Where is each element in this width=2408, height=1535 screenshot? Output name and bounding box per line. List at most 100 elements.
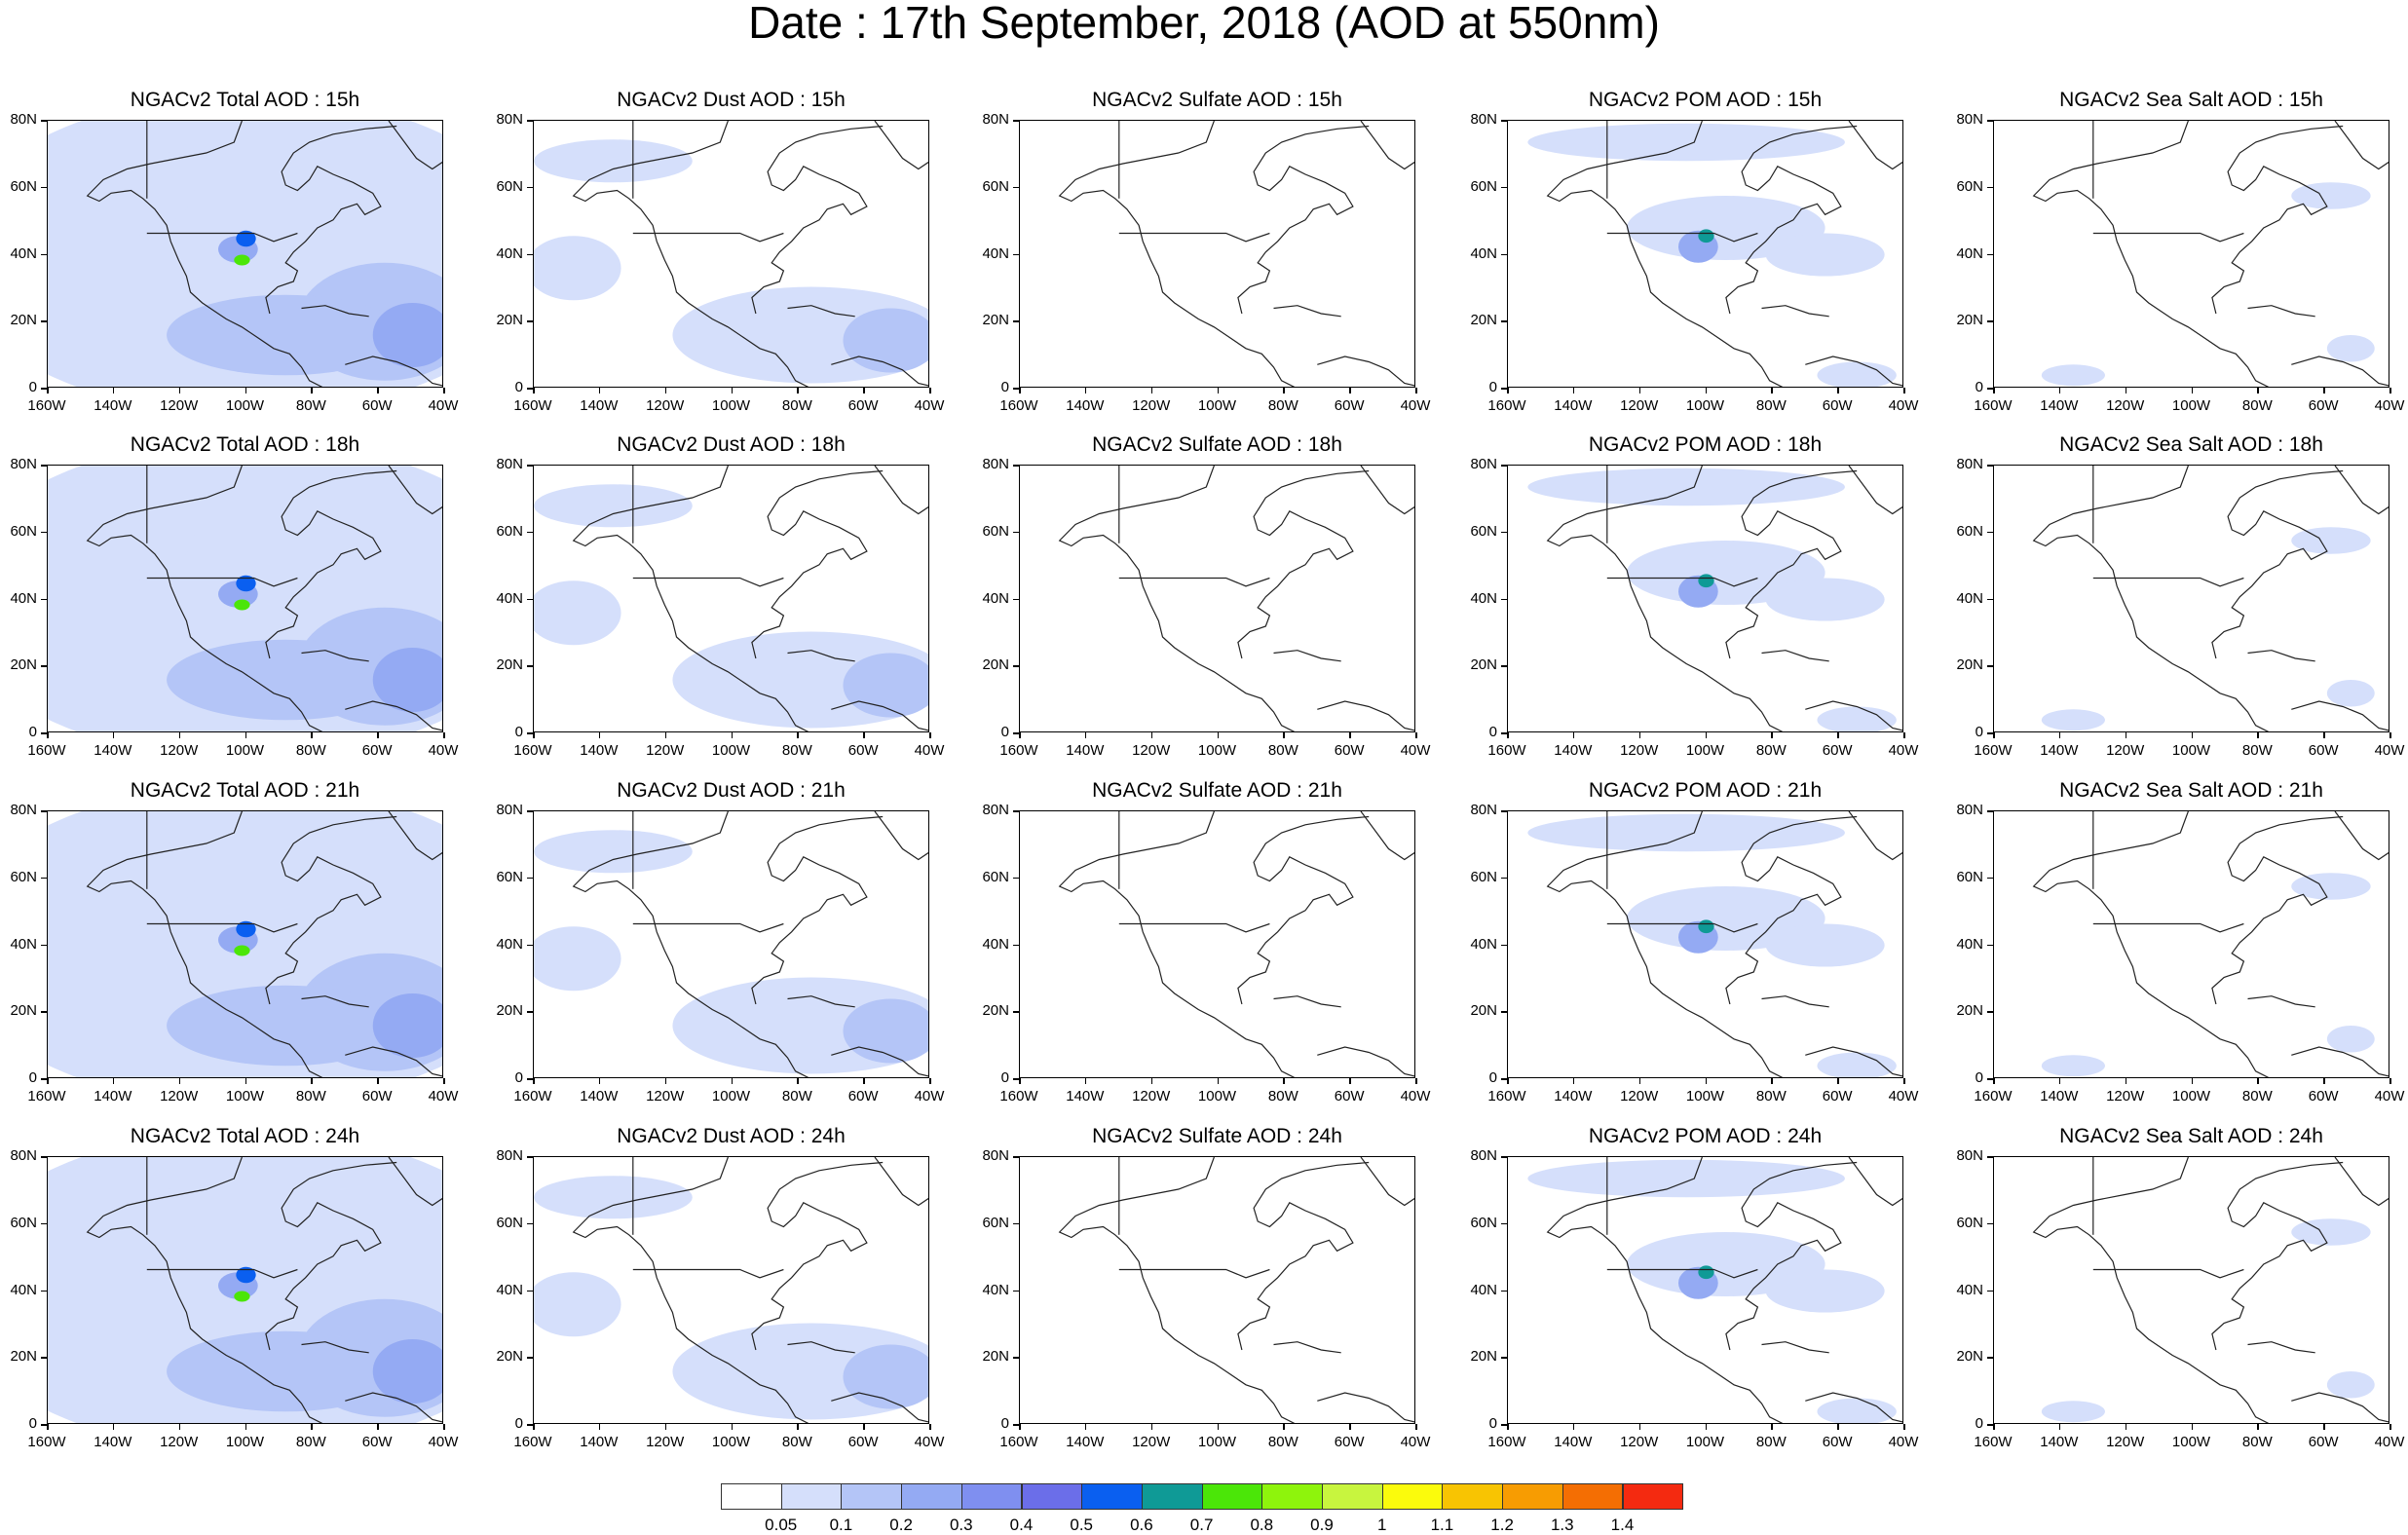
latitude-label: 20N [496,1002,523,1020]
longitude-tick [2125,732,2127,738]
latitude-tick [527,1222,533,1225]
latitude-tick [1013,120,1019,122]
latitude-label: 40N [496,935,523,953]
longitude-tick [1993,388,1995,393]
latitude-label: 80N [10,456,37,472]
longitude-tick [797,1078,799,1084]
longitude-tick [1705,1424,1707,1430]
longitude-tick [1349,732,1351,738]
longitude-label: 60W [847,1088,879,1104]
latitude-tick [41,1222,47,1225]
longitude-tick [1771,1424,1773,1430]
coastline [2211,1161,2344,1351]
latitude-tick [1987,1156,1993,1158]
latitude-tick [1987,1290,1993,1292]
aod-region [234,945,250,956]
longitude-label: 120W [646,1434,685,1450]
coastline [2092,577,2244,587]
latitude-label: 60N [10,177,37,195]
colorbar-label: 0.6 [1130,1516,1153,1534]
latitude-tick [1013,1078,1019,1080]
latitude-tick [1013,1424,1019,1426]
longitude-tick [929,1424,931,1430]
aod-region [234,254,250,266]
aod-region [1527,813,1845,852]
panel-title: NGACv2 POM AOD : 18h [1588,433,1823,456]
aod-region [167,1330,405,1412]
latitude-tick [1501,1011,1507,1013]
longitude-tick [863,1078,865,1084]
coastline [301,305,369,318]
latitude-label: 60N [496,522,523,540]
latitude-tick [41,465,47,467]
colorbar-label: 0.2 [889,1516,913,1534]
aod-region [1698,1265,1714,1280]
latitude-label: 20N [10,656,37,674]
longitude-tick [1415,388,1417,393]
longitude-tick [1084,388,1087,393]
latitude-label: 80N [982,802,1009,818]
latitude-label: 0 [28,1069,37,1086]
aod-field [1058,466,1414,731]
longitude-label: 40W [914,397,945,414]
aod-region [534,1272,621,1337]
latitude-tick [1501,877,1507,880]
longitude-tick [2191,1424,2193,1430]
coastline [1237,815,1370,1005]
latitude-label: 80N [1956,456,1983,472]
longitude-tick [1705,388,1707,393]
latitude-tick [1987,1222,1993,1225]
longitude-tick [533,1078,535,1084]
colorbar-swatch [1322,1483,1383,1510]
aod-region [1527,1159,1845,1198]
latitude-tick [527,120,533,122]
coastline [751,469,884,659]
latitude-tick [1987,1078,1993,1080]
coastline [146,577,298,587]
longitude-tick [1019,732,1021,738]
coastline [787,995,855,1008]
longitude-tick [863,388,865,393]
coastline [2032,1157,2270,1423]
longitude-tick [1150,732,1153,738]
latitude-tick [41,1011,47,1013]
longitude-tick [1903,1424,1905,1430]
latitude-label: 0 [514,1069,523,1086]
longitude-tick [664,388,667,393]
longitude-label: 160W [999,1434,1038,1450]
coastline [2334,466,2389,515]
longitude-tick [1903,732,1905,738]
coastline [345,700,442,731]
longitude-tick [311,1078,313,1084]
longitude-tick [533,1424,535,1430]
latitude-label: 0 [1000,724,1009,740]
panel-title: NGACv2 Dust AOD : 15h [617,89,846,111]
longitude-label: 80W [1755,1434,1787,1450]
longitude-label: 80W [295,397,326,414]
latitude-tick [527,253,533,255]
aod-field [1058,1157,1414,1423]
colorbar-swatch [1502,1483,1563,1510]
aod-field [1527,121,1902,387]
coastline [388,121,442,170]
latitude-label: 20N [10,1348,37,1366]
longitude-tick [245,388,246,393]
longitude-tick [2058,1078,2061,1084]
longitude-label: 120W [1620,1088,1659,1104]
latitude-tick [1501,1290,1507,1292]
latitude-tick [1013,732,1019,734]
coastline [1273,650,1341,662]
longitude-tick [797,388,799,393]
longitude-label: 100W [1197,1088,1237,1104]
aod-region [48,1170,195,1278]
longitude-label: 100W [711,397,751,414]
aod-region [236,230,256,247]
aod-field [1527,1157,1902,1423]
longitude-label: 80W [1267,1088,1298,1104]
coastline [345,1392,442,1423]
latitude-tick [41,1424,47,1426]
longitude-tick [533,732,535,738]
colorbar-label: 1.1 [1430,1516,1454,1534]
aod-region [2041,1401,2105,1423]
longitude-tick [1771,1078,1773,1084]
